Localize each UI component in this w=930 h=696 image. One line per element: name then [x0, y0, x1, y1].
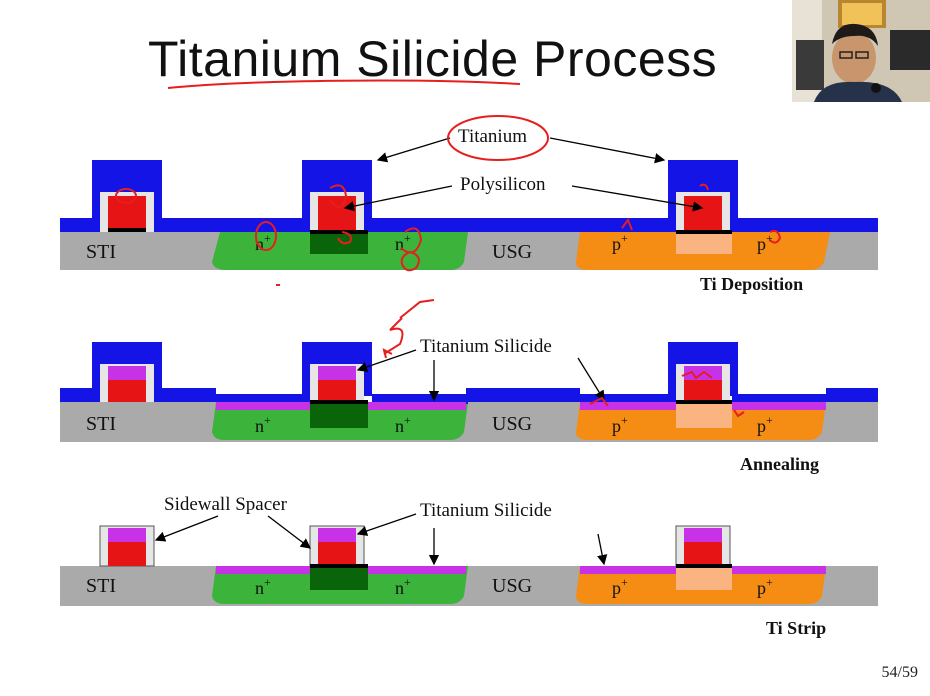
arrow-spacer-right: [267, 515, 312, 549]
label-p-plus-3a: p+: [612, 575, 628, 598]
label-n-plus-1a: n+: [255, 231, 271, 254]
gate-2-2: [310, 364, 368, 404]
titanium-layer-2e: [826, 388, 878, 402]
label-titanium: Titanium: [458, 126, 527, 147]
arrow-silicide-gate-3: [356, 513, 417, 536]
usg-region-2: [468, 402, 580, 442]
presenter-webcam: [792, 0, 930, 102]
label-p-plus-2a: p+: [612, 413, 628, 436]
arrow-silicide-p-3: [597, 533, 608, 566]
silicide-sd-4: [732, 402, 826, 410]
usg-region: [468, 232, 580, 270]
gate-2-1: [100, 364, 154, 402]
row-annealing: STI n+ n+ USG p+ p+ Titanium Silicide An…: [60, 299, 878, 474]
label-p-plus-1a: p+: [612, 231, 628, 254]
gate-3-1: [99, 525, 155, 567]
titanium-strip-n: [372, 394, 468, 404]
label-titanium-silicide-3: Titanium Silicide: [420, 500, 552, 521]
n-channel-3: [310, 566, 368, 590]
arrow-titanium-right: [549, 137, 666, 164]
label-sidewall-spacer: Sidewall Spacer: [164, 494, 288, 515]
caption-ti-strip: Ti Strip: [766, 618, 826, 638]
titanium-layer-2c: [466, 388, 580, 402]
usg-region-3: [468, 566, 580, 606]
label-p-plus-1b: p+: [757, 231, 773, 254]
silicide-sd-3: [580, 402, 676, 410]
sti-right-3: [826, 566, 878, 606]
gate-2: [310, 192, 368, 234]
label-usg-3: USG: [492, 575, 532, 597]
arrow-titanium-left: [376, 137, 451, 163]
title-underline-annotation: [167, 79, 521, 89]
label-n-plus-2a: n+: [255, 413, 271, 436]
label-n-plus-3b: n+: [395, 575, 411, 598]
silicide-sd-3-3: [580, 566, 676, 574]
row-ti-strip: STI n+ n+ USG p+ p+ Sidewall Spacer Tita…: [60, 494, 878, 638]
label-p-plus-2b: p+: [757, 413, 773, 436]
page-title: Titanium Silicide Process: [148, 31, 718, 87]
label-p-plus-3b: p+: [757, 575, 773, 598]
arrow-silicide-gate: [356, 349, 417, 372]
n-channel: [310, 232, 368, 254]
silicide-sd-2: [368, 402, 466, 410]
arrow-poly-left: [343, 185, 453, 212]
titanium-strip-n2: [216, 394, 310, 404]
label-n-plus-3a: n+: [255, 575, 271, 598]
arrow-poly-right: [571, 185, 704, 212]
p-channel: [676, 232, 732, 254]
p-channel-3: [676, 566, 732, 590]
titanium-strip-p: [580, 394, 676, 404]
webcam-image: [792, 0, 930, 102]
silicide-sd-3-4: [732, 566, 826, 574]
arrow-spacer-left: [154, 515, 219, 542]
sti-right-2: [826, 402, 878, 442]
gate-2-3: [676, 364, 732, 404]
gate-1: [100, 192, 154, 232]
gate-3-3: [675, 525, 732, 568]
caption-ti-deposition: Ti Deposition: [700, 274, 803, 294]
gate-3: [676, 192, 732, 234]
handwritten-annotations-row1: [115, 115, 782, 286]
label-polysilicon: Polysilicon: [460, 174, 546, 195]
silicide-sd-3-1: [216, 566, 310, 574]
label-sti-2: STI: [86, 413, 116, 435]
label-sti-3: STI: [86, 575, 116, 597]
titanium-strip-p2: [732, 394, 826, 404]
label-titanium-silicide-2: Titanium Silicide: [420, 336, 552, 357]
handwritten-annotations-row2: [382, 299, 745, 418]
p-channel-2: [676, 402, 732, 428]
row-ti-deposition: STI n+ n+ USG p+ p+ Titanium Polysilicon…: [60, 115, 878, 294]
caption-annealing: Annealing: [740, 454, 819, 474]
label-usg-1: USG: [492, 241, 532, 263]
sti-left: [60, 232, 220, 270]
label-sti-1: STI: [86, 241, 116, 263]
gate-3-2: [309, 525, 368, 568]
silicide-sd-3-2: [368, 566, 466, 574]
arrow-silicide-p: [577, 357, 605, 402]
label-usg-2: USG: [492, 413, 532, 435]
titanium-layer: [60, 160, 878, 232]
silicide-sd-1: [216, 402, 310, 410]
page-number: 54/59: [881, 664, 918, 681]
n-channel-2: [310, 402, 368, 428]
sti-right: [830, 232, 878, 270]
label-n-plus-2b: n+: [395, 413, 411, 436]
label-n-plus-1b: n+: [395, 231, 411, 254]
